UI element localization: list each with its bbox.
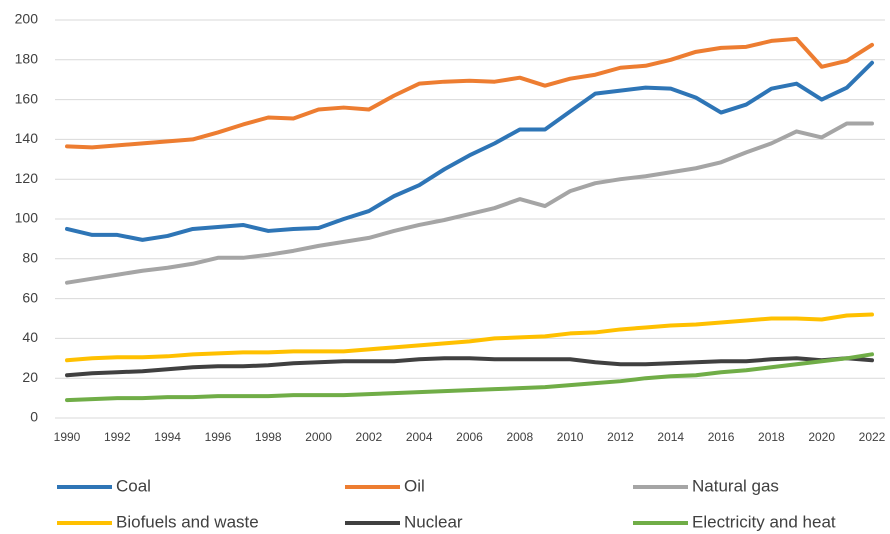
x-tick-label: 2022 — [859, 430, 886, 444]
x-tick-label: 2016 — [708, 430, 735, 444]
x-tick-label: 2010 — [557, 430, 584, 444]
x-tick-label: 2014 — [657, 430, 684, 444]
y-tick-label: 180 — [15, 51, 39, 67]
series-line — [65, 121, 874, 285]
x-tick-label: 1992 — [104, 430, 131, 444]
x-tick-label: 1996 — [205, 430, 232, 444]
series-line — [65, 312, 874, 363]
series-line — [65, 60, 874, 242]
x-tick-label: 2020 — [808, 430, 835, 444]
x-tick-label: 1990 — [54, 430, 81, 444]
legend-label: Coal — [116, 476, 151, 495]
legend-label: Natural gas — [692, 476, 779, 495]
y-tick-label: 80 — [22, 250, 38, 266]
y-tick-label: 20 — [22, 369, 38, 385]
x-tick-label: 2018 — [758, 430, 785, 444]
series-line — [65, 356, 874, 378]
legend-label: Oil — [404, 476, 425, 495]
y-tick-label: 200 — [15, 11, 39, 27]
x-tick-label: 1994 — [154, 430, 181, 444]
y-tick-label: 60 — [22, 289, 38, 305]
y-tick-label: 120 — [15, 170, 39, 186]
x-tick-label: 2000 — [305, 430, 332, 444]
y-tick-label: 160 — [15, 90, 39, 106]
x-tick-label: 2002 — [356, 430, 383, 444]
y-tick-label: 40 — [22, 329, 38, 345]
legend-label: Nuclear — [404, 512, 463, 531]
series-line — [65, 352, 874, 403]
y-tick-label: 140 — [15, 130, 39, 146]
y-tick-label: 0 — [30, 409, 38, 425]
x-tick-label: 2006 — [456, 430, 483, 444]
legend-label: Electricity and heat — [692, 512, 836, 531]
x-tick-label: 2008 — [506, 430, 533, 444]
x-tick-label: 2004 — [406, 430, 433, 444]
legend-label: Biofuels and waste — [116, 512, 259, 531]
y-tick-label: 100 — [15, 210, 39, 226]
series-line — [65, 36, 874, 150]
x-tick-label: 1998 — [255, 430, 282, 444]
x-tick-label: 2012 — [607, 430, 634, 444]
